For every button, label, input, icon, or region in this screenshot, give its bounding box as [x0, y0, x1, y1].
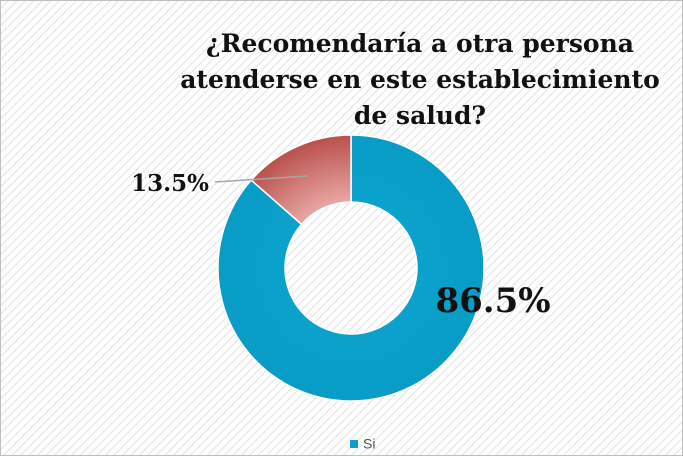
donut-slice — [217, 134, 485, 402]
data-label: 86.5% — [435, 281, 550, 321]
data-label: 13.5% — [131, 170, 209, 197]
legend-label: Si — [363, 436, 375, 452]
legend-swatch — [350, 440, 358, 448]
donut-slice — [250, 134, 352, 226]
leader-line — [214, 175, 309, 183]
chart-title: ¿Recomendaría a otra persona atenderse e… — [180, 29, 660, 130]
